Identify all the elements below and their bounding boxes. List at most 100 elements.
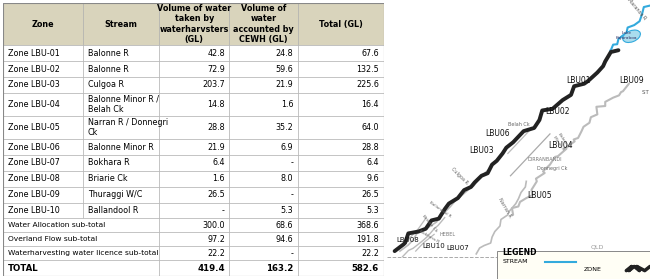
- Bar: [3, 246, 159, 260]
- Text: Briarie Ck: Briarie Ck: [88, 174, 127, 183]
- Text: Zone: Zone: [32, 20, 55, 29]
- Bar: [229, 232, 298, 246]
- Bar: [83, 139, 159, 155]
- Text: LBU05: LBU05: [527, 191, 552, 200]
- Bar: [83, 45, 159, 61]
- Text: 6.4: 6.4: [367, 158, 379, 167]
- Bar: [298, 260, 383, 276]
- Bar: [159, 116, 229, 139]
- Bar: [229, 171, 298, 187]
- Text: QLD: QLD: [591, 244, 604, 249]
- Text: LBU09: LBU09: [619, 76, 644, 85]
- Bar: [298, 77, 383, 93]
- Bar: [83, 93, 159, 116]
- Text: 203.7: 203.7: [202, 81, 225, 90]
- Text: 5.3: 5.3: [281, 206, 293, 215]
- Text: Waterharvesting water licence sub-total: Waterharvesting water licence sub-total: [8, 250, 158, 256]
- Text: Lake
Kajaraboa: Lake Kajaraboa: [616, 32, 637, 40]
- Text: Maranoa R: Maranoa R: [627, 0, 647, 21]
- Text: Donnegri Ck: Donnegri Ck: [537, 166, 567, 171]
- Text: -: -: [291, 190, 293, 199]
- Bar: [159, 187, 229, 203]
- Text: 419.4: 419.4: [198, 264, 225, 273]
- Text: Balonne
Minor R: Balonne Minor R: [552, 132, 570, 152]
- Text: 225.6: 225.6: [356, 81, 379, 90]
- Bar: [3, 203, 83, 218]
- Text: Bokhara R: Bokhara R: [419, 229, 439, 244]
- Bar: [83, 171, 159, 187]
- Bar: [3, 260, 159, 276]
- Bar: [3, 155, 83, 171]
- Text: Volume of water
taken by
waterharvsters
(GL): Volume of water taken by waterharvsters …: [157, 4, 231, 44]
- Bar: [229, 155, 298, 171]
- Text: Zone LBU-09: Zone LBU-09: [8, 190, 60, 199]
- Text: Total (GL): Total (GL): [318, 20, 363, 29]
- Text: Water Allocation sub-total: Water Allocation sub-total: [8, 222, 105, 229]
- Bar: [229, 187, 298, 203]
- Text: 191.8: 191.8: [356, 235, 379, 244]
- Bar: [3, 93, 83, 116]
- Text: LBU02: LBU02: [545, 107, 570, 116]
- Text: NSW: NSW: [590, 261, 605, 266]
- Text: 582.6: 582.6: [352, 264, 379, 273]
- Text: 72.9: 72.9: [207, 65, 225, 74]
- Bar: [159, 218, 229, 232]
- Text: 300.0: 300.0: [202, 221, 225, 230]
- Text: DIRRANBANDI: DIRRANBANDI: [527, 157, 562, 162]
- Text: 1.6: 1.6: [213, 174, 225, 183]
- Text: 21.9: 21.9: [276, 81, 293, 90]
- Text: Zone LBU-07: Zone LBU-07: [8, 158, 60, 167]
- Text: LBU07: LBU07: [447, 245, 469, 251]
- Text: 368.6: 368.6: [356, 221, 379, 230]
- Ellipse shape: [623, 30, 640, 42]
- Bar: [83, 3, 159, 45]
- Bar: [497, 251, 650, 279]
- Bar: [298, 3, 383, 45]
- Bar: [298, 93, 383, 116]
- Text: Zone LBU-10: Zone LBU-10: [8, 206, 60, 215]
- Text: 22.2: 22.2: [361, 249, 379, 258]
- Bar: [229, 203, 298, 218]
- Bar: [3, 61, 83, 77]
- Text: TOTAL: TOTAL: [8, 264, 38, 273]
- Text: Belah Ck: Belah Ck: [508, 122, 530, 127]
- Text: 6.9: 6.9: [281, 143, 293, 151]
- Bar: [229, 246, 298, 260]
- Bar: [298, 171, 383, 187]
- Text: 26.5: 26.5: [207, 190, 225, 199]
- Text: Stream: Stream: [105, 20, 138, 29]
- Bar: [298, 232, 383, 246]
- Text: 35.2: 35.2: [276, 123, 293, 132]
- Text: ST GEORGE: ST GEORGE: [642, 90, 650, 95]
- Bar: [159, 260, 229, 276]
- Text: Zone LBU-05: Zone LBU-05: [8, 123, 60, 132]
- Text: 163.2: 163.2: [266, 264, 293, 273]
- Bar: [159, 61, 229, 77]
- Text: -: -: [291, 158, 293, 167]
- Bar: [298, 61, 383, 77]
- Bar: [298, 116, 383, 139]
- Bar: [159, 171, 229, 187]
- Text: Volume of
water
accounted by
CEWH (GL): Volume of water accounted by CEWH (GL): [233, 4, 294, 44]
- Text: -: -: [222, 206, 225, 215]
- Text: LBU06: LBU06: [485, 129, 510, 138]
- Bar: [229, 218, 298, 232]
- Text: 97.2: 97.2: [207, 235, 225, 244]
- Text: HEBEL: HEBEL: [439, 232, 456, 237]
- Bar: [159, 155, 229, 171]
- Bar: [229, 3, 298, 45]
- Text: 67.6: 67.6: [361, 49, 379, 58]
- Bar: [3, 171, 83, 187]
- Bar: [229, 139, 298, 155]
- Text: LBU01: LBU01: [567, 76, 591, 85]
- Text: Zone LBU-06: Zone LBU-06: [8, 143, 60, 151]
- Bar: [159, 203, 229, 218]
- Text: LBU04: LBU04: [548, 141, 573, 150]
- Bar: [298, 187, 383, 203]
- Text: -: -: [291, 249, 293, 258]
- Bar: [3, 232, 159, 246]
- Bar: [3, 187, 83, 203]
- Text: Narran R: Narran R: [497, 197, 513, 219]
- Bar: [229, 61, 298, 77]
- Text: Zone LBU-02: Zone LBU-02: [8, 65, 60, 74]
